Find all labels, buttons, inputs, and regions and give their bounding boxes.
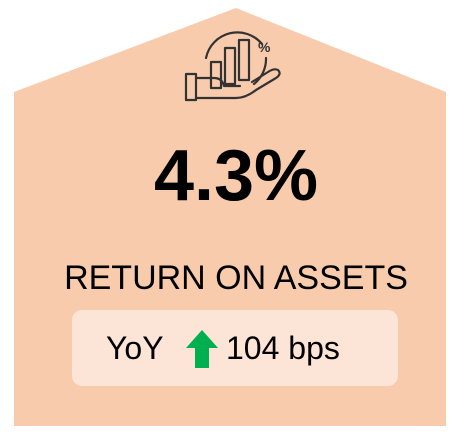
change-value: 104 bps xyxy=(226,330,340,366)
change-pill xyxy=(72,310,398,386)
up-arrow xyxy=(186,330,218,368)
kpi-value: 4.3% xyxy=(154,136,318,216)
roi-icon: % xyxy=(184,31,281,102)
change-prefix: YoY xyxy=(106,330,164,366)
svg-text:%: % xyxy=(258,39,271,55)
kpi-label: RETURN ON ASSETS xyxy=(64,259,408,297)
